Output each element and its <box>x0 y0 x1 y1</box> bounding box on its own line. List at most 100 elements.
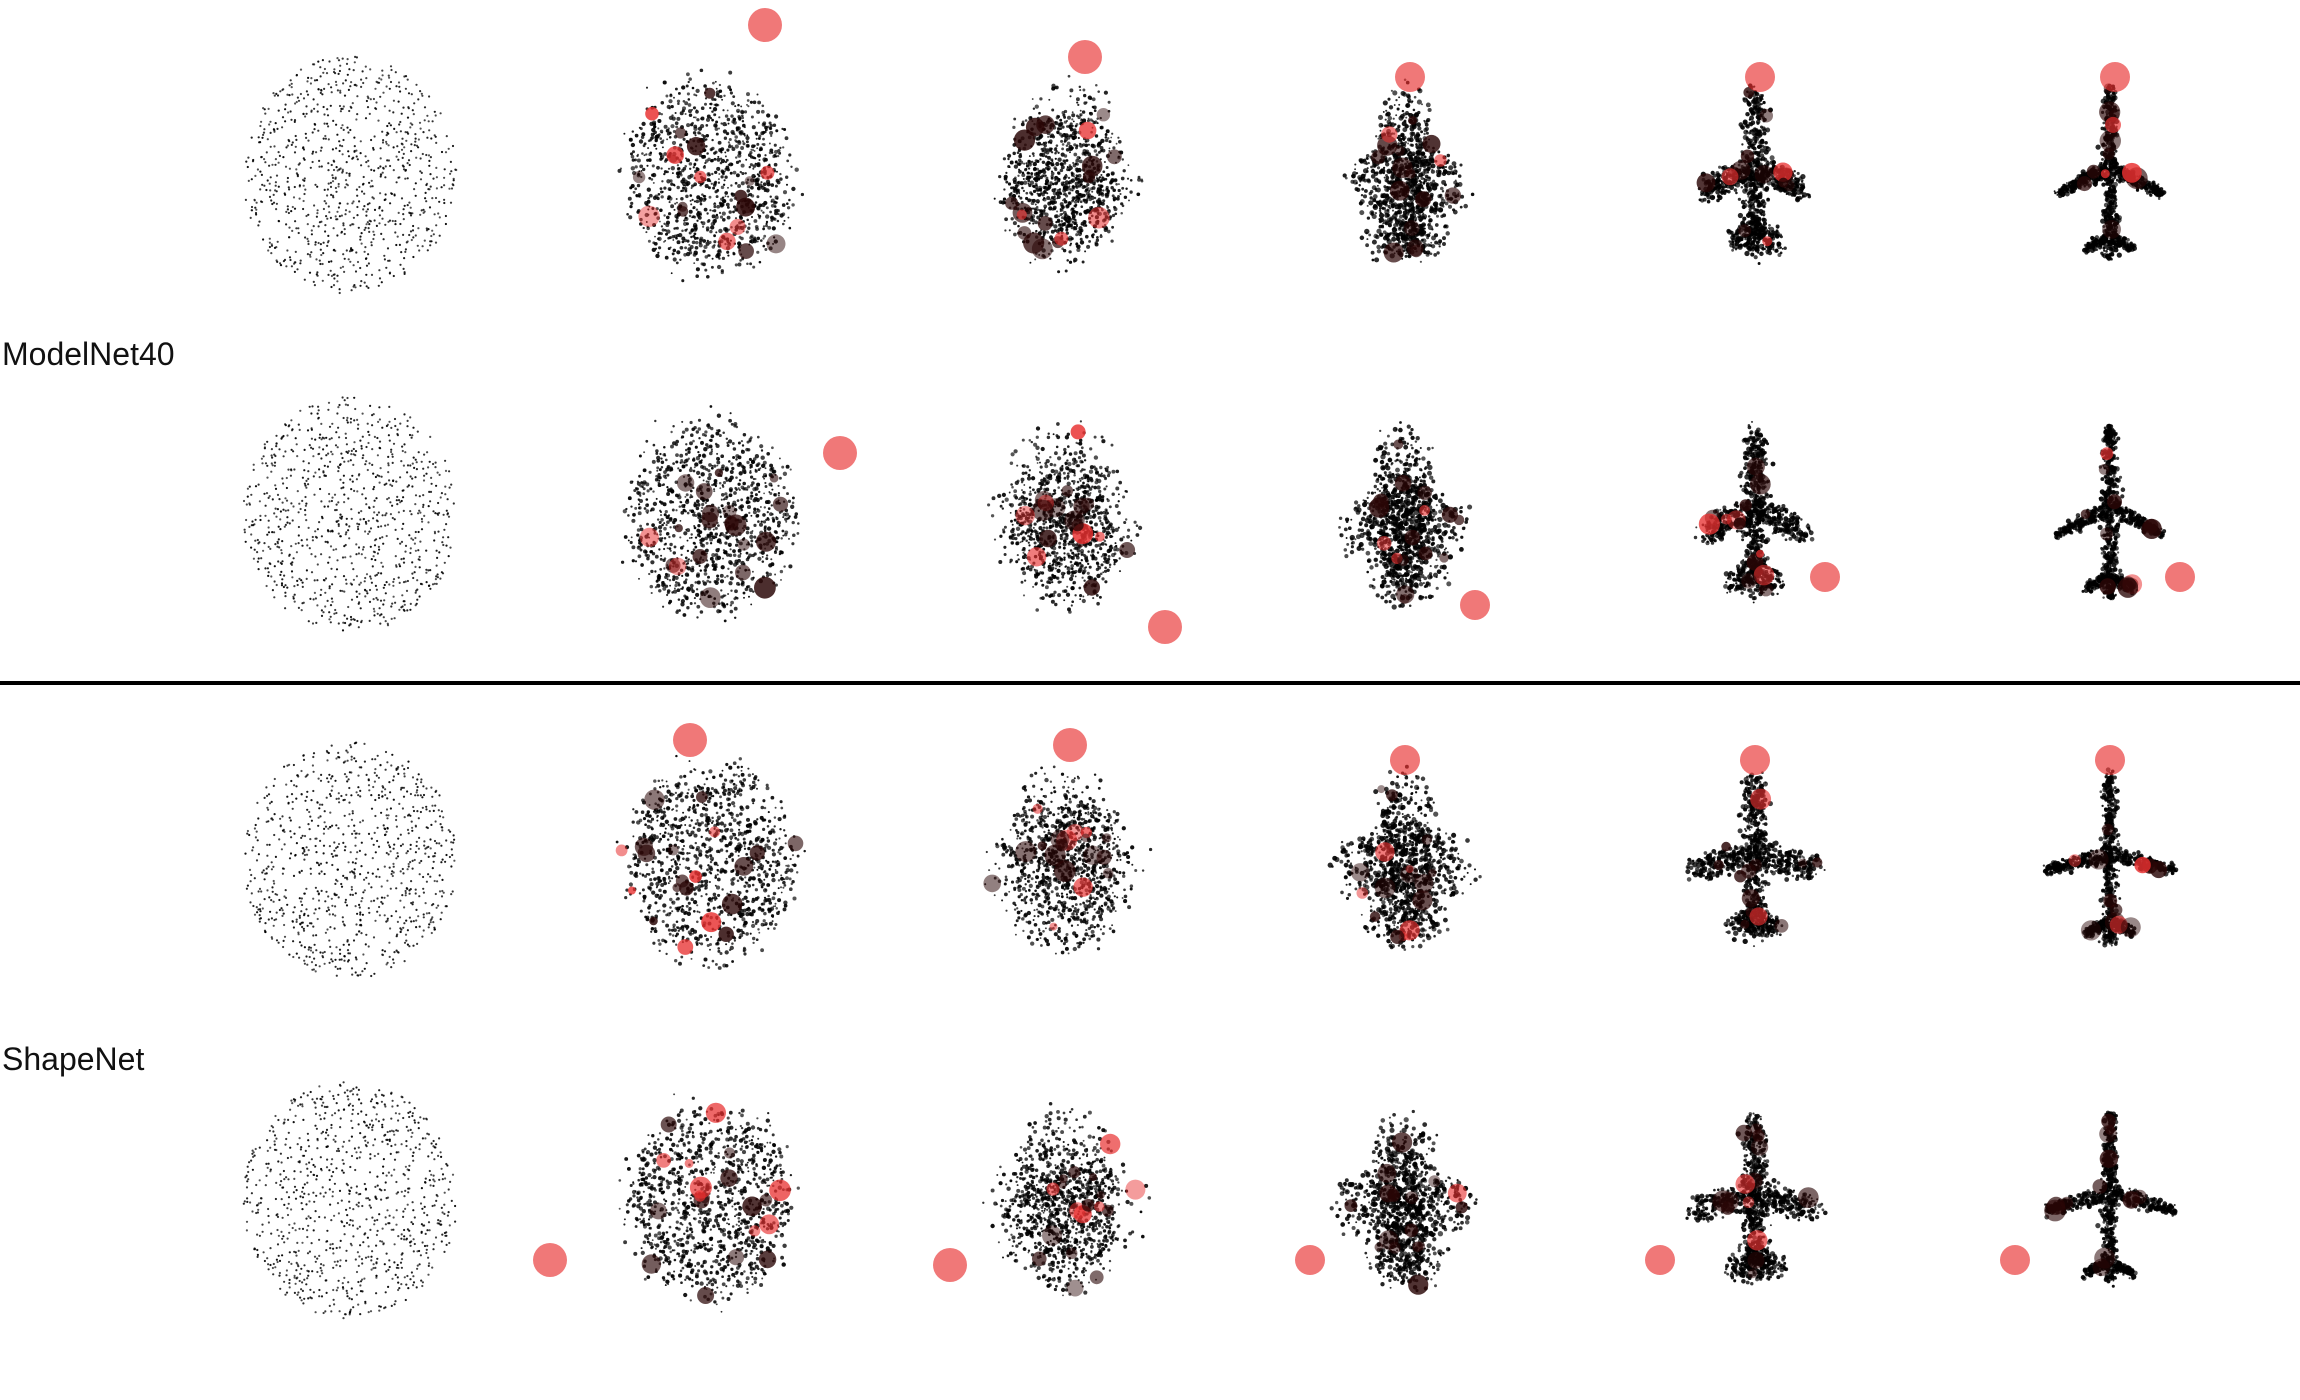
point <box>1089 111 1093 116</box>
highlight-point <box>760 165 775 180</box>
point <box>414 234 417 237</box>
point <box>313 284 316 287</box>
point <box>687 80 690 84</box>
point <box>689 199 692 202</box>
point <box>657 118 662 124</box>
point <box>313 122 316 126</box>
point <box>718 173 721 175</box>
point <box>742 142 746 146</box>
point <box>435 141 438 144</box>
point <box>1429 205 1433 209</box>
highlight-point <box>729 218 746 235</box>
point <box>1442 236 1446 241</box>
point <box>295 100 298 104</box>
point <box>699 183 702 187</box>
point <box>1039 152 1043 157</box>
point <box>428 129 431 132</box>
point <box>332 196 335 199</box>
point <box>1744 188 1748 192</box>
point <box>402 106 405 109</box>
point <box>310 229 313 232</box>
point <box>1068 201 1072 205</box>
point <box>660 112 664 116</box>
point <box>710 265 714 269</box>
point <box>703 84 707 88</box>
point <box>666 132 671 136</box>
point <box>305 112 308 115</box>
point <box>348 109 351 113</box>
point <box>371 185 374 188</box>
point <box>773 209 777 213</box>
point <box>317 60 320 63</box>
point <box>1419 167 1422 170</box>
point <box>767 225 772 230</box>
point <box>272 92 275 95</box>
point <box>749 178 755 183</box>
point <box>371 196 374 199</box>
highlight-point <box>1107 149 1122 165</box>
point <box>677 91 681 95</box>
point <box>388 219 392 222</box>
point <box>1426 177 1431 182</box>
point <box>404 248 407 251</box>
point <box>385 140 388 143</box>
point <box>718 228 723 234</box>
point <box>706 152 709 155</box>
point <box>1737 197 1742 201</box>
point <box>713 103 716 106</box>
point <box>1023 180 1028 185</box>
point <box>1376 249 1382 254</box>
point <box>253 198 256 201</box>
point <box>683 186 688 191</box>
point <box>447 147 450 150</box>
point <box>1387 196 1393 202</box>
point <box>1007 157 1010 161</box>
point <box>714 124 718 128</box>
point <box>720 269 724 273</box>
point <box>1105 129 1110 134</box>
point <box>1416 122 1422 127</box>
point <box>769 123 773 128</box>
point <box>668 201 671 204</box>
point <box>285 223 288 226</box>
point <box>724 175 728 179</box>
point <box>664 255 669 260</box>
point <box>1069 242 1073 245</box>
point <box>259 141 262 144</box>
point <box>1056 210 1059 213</box>
point <box>367 253 370 256</box>
point <box>623 132 626 135</box>
point <box>714 180 718 184</box>
point <box>1059 226 1062 229</box>
point <box>742 132 746 136</box>
point <box>1051 200 1056 205</box>
point <box>247 179 250 182</box>
point <box>704 144 708 148</box>
point <box>746 134 749 137</box>
point <box>741 140 745 143</box>
point <box>745 135 750 141</box>
point <box>1110 171 1115 176</box>
point <box>1401 136 1406 141</box>
point <box>315 215 318 218</box>
point <box>1032 154 1035 157</box>
point <box>1071 209 1076 214</box>
point <box>382 91 385 94</box>
point <box>743 126 746 129</box>
point <box>1096 177 1101 182</box>
point <box>369 185 372 188</box>
point <box>775 178 780 183</box>
point <box>1388 232 1392 236</box>
point <box>398 123 401 126</box>
point <box>1066 141 1071 146</box>
point <box>670 272 673 275</box>
point <box>308 253 312 256</box>
point <box>320 165 323 168</box>
point <box>354 286 357 289</box>
point <box>402 208 405 211</box>
point <box>299 68 303 71</box>
point <box>635 194 639 198</box>
point <box>1082 193 1086 197</box>
point <box>1061 143 1065 146</box>
point <box>291 141 294 144</box>
